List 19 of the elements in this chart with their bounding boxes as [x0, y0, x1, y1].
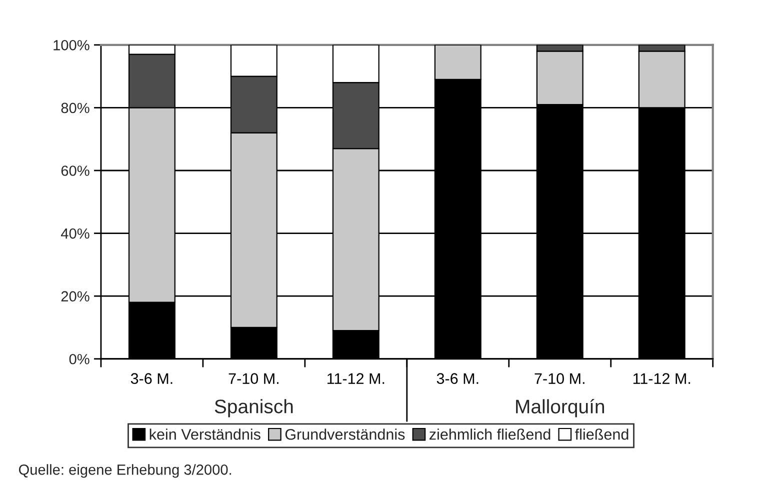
x-tick-label: 11-12 M.	[328, 373, 384, 384]
x-tick-label: 7-10 M.	[534, 373, 584, 384]
text: Mallorquín	[516, 398, 604, 418]
y-tick-label: 80%	[61, 102, 90, 114]
legend-label: kein Verständnis	[150, 428, 260, 440]
text: Spanisch	[214, 399, 293, 418]
y-tick-label: 100%	[54, 40, 90, 50]
y-tick-label: 20%	[61, 291, 90, 302]
legend-label: Grundverständnis	[285, 428, 405, 440]
y-tick-label: 0%	[69, 354, 90, 364]
y-tick-label: 60%	[61, 166, 90, 176]
x-tick-label: 7-10 M.	[228, 373, 278, 384]
x-tick-label: 3-6 M.	[130, 373, 172, 384]
x-tick-label: 3-6 M.	[436, 373, 478, 384]
source-note: Quelle: eigene Erhebung 3/2000.	[18, 464, 232, 478]
legend-label: ziehmlich fließend	[430, 428, 550, 440]
legend-label: fließend	[575, 428, 628, 440]
y-tick-label: 40%	[61, 228, 90, 239]
x-tick-label: 11-12 M.	[633, 373, 690, 384]
